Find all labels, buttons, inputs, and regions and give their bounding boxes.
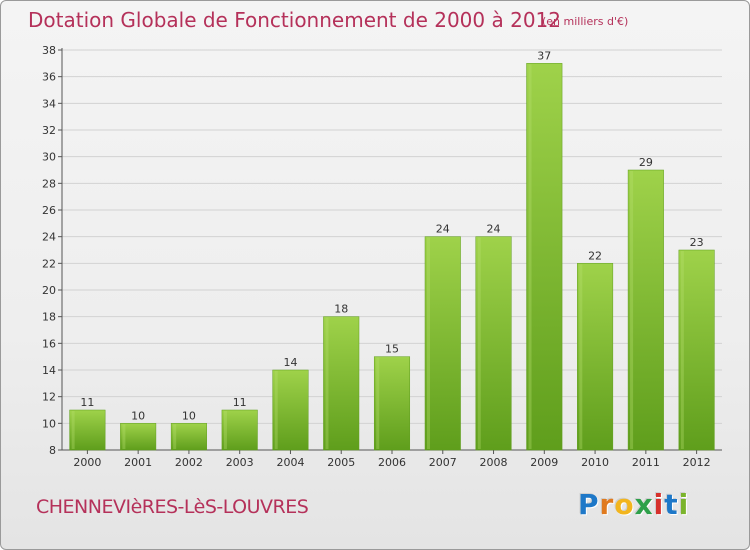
- value-label-2012: 23: [690, 236, 704, 249]
- value-label-2011: 29: [639, 156, 653, 169]
- bar-highlight: [528, 64, 532, 449]
- bar-2010: [577, 263, 614, 451]
- bar-highlight: [274, 371, 278, 449]
- value-label-2008: 24: [487, 223, 501, 236]
- bar-highlight: [579, 264, 583, 449]
- chart-subtitle: (en milliers d'€): [542, 15, 629, 28]
- logo-letter: P: [578, 488, 600, 521]
- bar-highlight: [223, 411, 227, 449]
- logo-letter: t: [664, 488, 679, 521]
- bar-highlight: [71, 411, 75, 449]
- logo-letter: x: [634, 488, 654, 521]
- y-tick-label: 38: [42, 44, 56, 57]
- x-tick-label-2004: 2004: [276, 456, 304, 469]
- y-tick-label: 30: [42, 151, 56, 164]
- bar-2011: [627, 169, 664, 451]
- x-tick-labels: 2000 2001 2002 2003 2004 2005 2006 2007 2008 2009…: [73, 456, 710, 469]
- bars: [69, 63, 715, 451]
- x-tick-label-2009: 2009: [530, 456, 558, 469]
- value-label-2010: 22: [588, 249, 602, 262]
- y-tick-label: 36: [42, 71, 56, 84]
- bar-2006: [373, 356, 411, 451]
- bar-highlight: [630, 171, 634, 449]
- bar-2004: [272, 369, 309, 451]
- y-tick-label: 20: [42, 284, 56, 297]
- x-tick-label-2006: 2006: [378, 456, 406, 469]
- bar-2000: [69, 409, 106, 451]
- x-tick-label-2012: 2012: [683, 456, 711, 469]
- x-tick-label-2005: 2005: [327, 456, 355, 469]
- bar-highlight: [477, 237, 481, 449]
- bar-2007: [424, 236, 461, 451]
- x-tick-label-2000: 2000: [73, 456, 101, 469]
- logo-letter: i: [678, 488, 690, 521]
- y-tick-label: 8: [49, 444, 56, 457]
- bar-2003: [221, 409, 258, 451]
- bar-2005: [323, 316, 360, 451]
- bar-highlight: [325, 317, 329, 449]
- y-tick-label: 16: [42, 337, 56, 350]
- x-tick-label-2010: 2010: [581, 456, 609, 469]
- value-label-2007: 24: [436, 223, 450, 236]
- y-tick-label: 14: [42, 364, 56, 377]
- bar-highlight: [427, 237, 430, 449]
- bar-highlight: [376, 357, 380, 449]
- value-label-2009: 37: [537, 49, 551, 62]
- y-tick-label: 12: [42, 391, 56, 404]
- logo-letter: o: [614, 488, 635, 521]
- bar-2012: [678, 249, 715, 451]
- bar-2002: [170, 423, 207, 451]
- value-label-2001: 10: [131, 409, 145, 422]
- x-tick-label-2011: 2011: [632, 456, 660, 469]
- x-tick-label-2002: 2002: [175, 456, 203, 469]
- bar-2001: [120, 423, 157, 451]
- y-tick-label: 28: [42, 177, 56, 190]
- chart-title: Dotation Globale de Fonctionnement de 20…: [28, 8, 561, 32]
- value-labels: 11 10 10 11 14 18 15 24 24 37 22 29 23: [80, 49, 703, 422]
- bar-highlight: [122, 424, 126, 449]
- bar-highlight: [173, 424, 177, 449]
- y-tick-labels: 8 10 12 14 16 18 20 22 24 26 28 30 32 34 36 38: [42, 44, 56, 457]
- value-label-2006: 15: [385, 343, 399, 356]
- logo-letter: r: [599, 488, 615, 521]
- y-tick-label: 24: [42, 231, 56, 244]
- y-tick-label: 18: [42, 311, 56, 324]
- value-label-2000: 11: [80, 396, 94, 409]
- x-tick-label-2003: 2003: [226, 456, 254, 469]
- proxiti-logo: Proxiti: [578, 488, 689, 521]
- bar-2008: [475, 236, 512, 451]
- y-tick-label: 10: [42, 417, 56, 430]
- x-tick-label-2008: 2008: [480, 456, 508, 469]
- x-tick-label-2001: 2001: [124, 456, 152, 469]
- y-tick-label: 22: [42, 257, 56, 270]
- logo-letter: i: [653, 488, 665, 521]
- value-label-2003: 11: [233, 396, 247, 409]
- bar-highlight: [680, 251, 684, 449]
- value-label-2004: 14: [283, 356, 297, 369]
- y-tick-label: 26: [42, 204, 56, 217]
- x-tick-label-2007: 2007: [429, 456, 457, 469]
- value-label-2005: 18: [334, 303, 348, 316]
- commune-name: CHENNEVIèRES-LèS-LOUVRES: [36, 496, 309, 518]
- y-tick-label: 32: [42, 124, 56, 137]
- y-tick-label: 34: [42, 97, 56, 110]
- value-label-2002: 10: [182, 409, 196, 422]
- bar-2009: [526, 63, 563, 451]
